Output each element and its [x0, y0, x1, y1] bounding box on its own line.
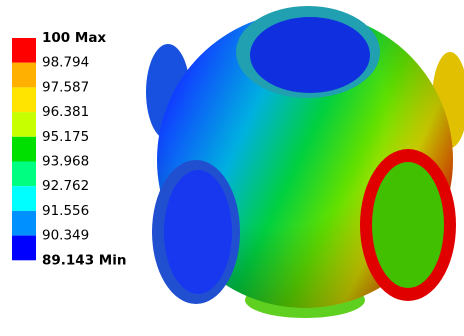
- page: 100 Max 98.794 97.587 96.381 95.175 93.968 92.…: [0, 0, 464, 336]
- top-hole: [250, 17, 370, 93]
- legend-label: 89.143 Min: [42, 252, 126, 268]
- legend-swatch: [12, 87, 36, 112]
- legend-swatch: [12, 112, 36, 137]
- legend-label: 93.968: [42, 154, 89, 170]
- legend-label: 90.349: [42, 228, 89, 244]
- legend-swatch: [12, 186, 36, 211]
- legend-label: 97.587: [42, 79, 89, 95]
- model: [146, 6, 464, 318]
- legend-swatch: [12, 162, 36, 187]
- right-hole: [372, 162, 444, 288]
- legend-swatch: [12, 63, 36, 88]
- legend-label: 92.762: [42, 178, 89, 194]
- legend-label: 91.556: [42, 203, 89, 219]
- legend-label: 96.381: [42, 104, 89, 120]
- legend-swatch: [12, 137, 36, 162]
- legend-label: 100 Max: [42, 30, 106, 46]
- legend-swatch: [12, 38, 36, 63]
- legend-swatch: [12, 236, 36, 261]
- legend-label: 98.794: [42, 55, 89, 71]
- legend-swatch: [12, 211, 36, 236]
- result-view: 100 Max 98.794 97.587 96.381 95.175 93.968 92.…: [0, 0, 464, 336]
- legend: 100 Max 98.794 97.587 96.381 95.175 93.968 92.…: [12, 30, 126, 268]
- left-hole: [164, 170, 232, 294]
- legend-label: 95.175: [42, 129, 89, 145]
